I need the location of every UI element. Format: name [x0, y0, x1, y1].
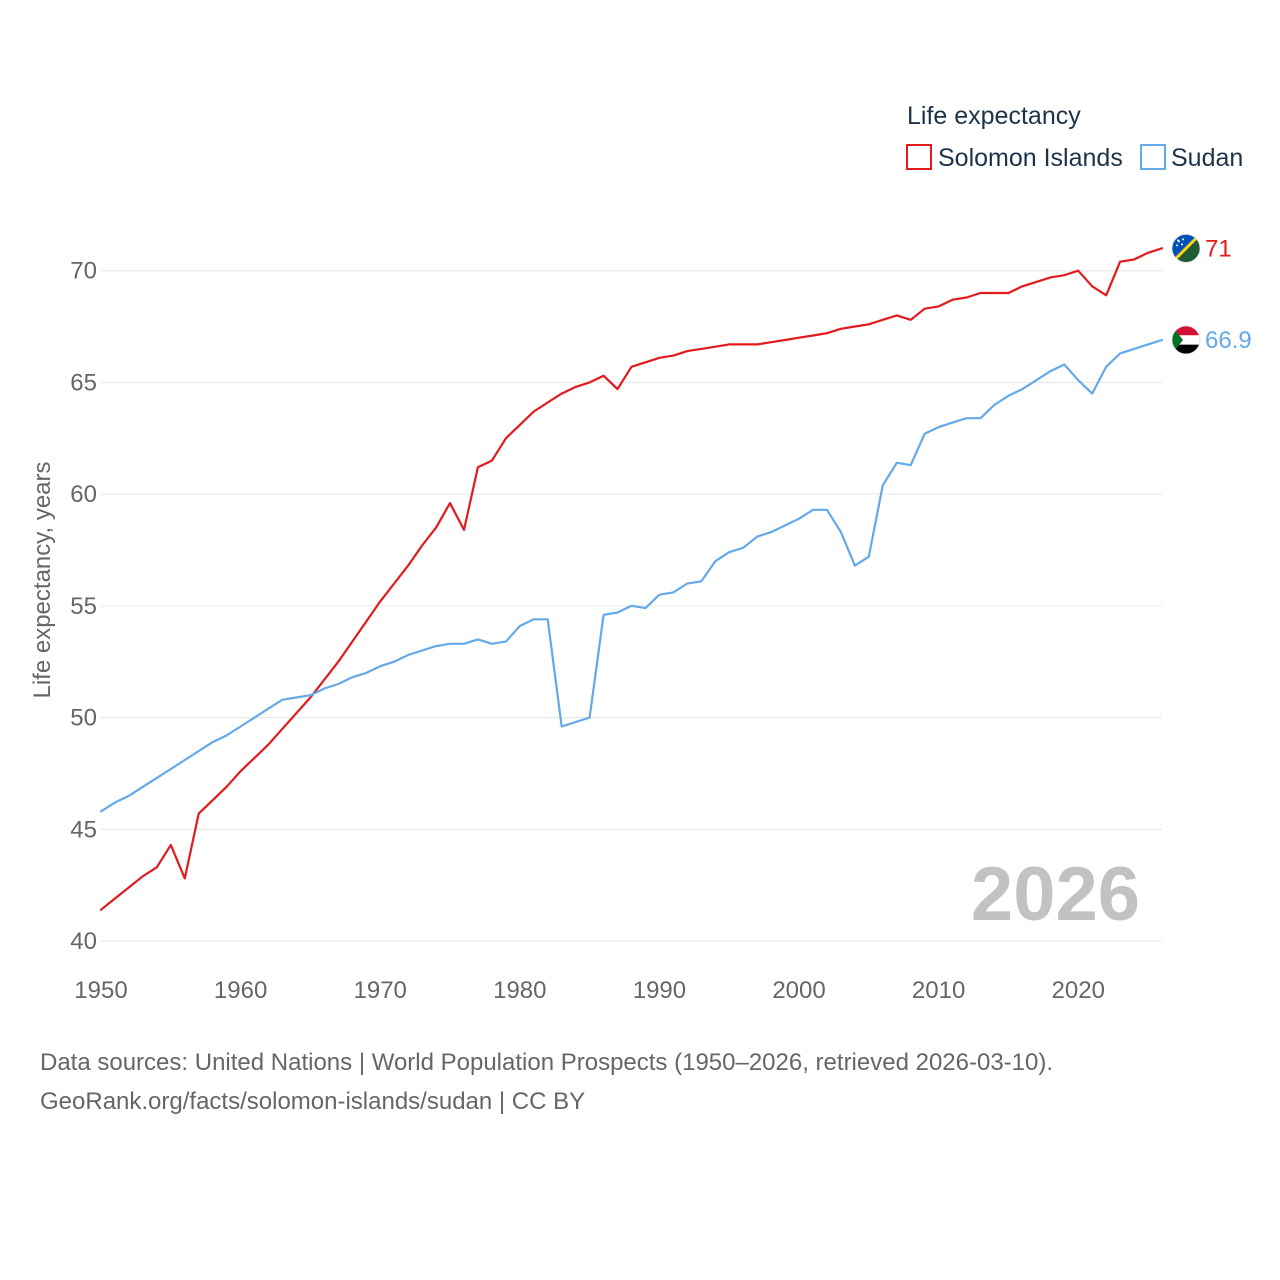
series-line-solomon-islands	[99, 247, 1164, 911]
sudan-flag-icon	[1171, 325, 1201, 355]
source-note: Data sources: United Nations | World Pop…	[40, 1043, 1240, 1121]
legend-title: Life expectancy	[907, 102, 1081, 130]
x-tick-label: 1950	[74, 977, 127, 1004]
source-line-2: GeoRank.org/facts/solomon-islands/sudan …	[40, 1088, 586, 1115]
end-value-label: 66.9	[1205, 327, 1252, 354]
series-line-sudan	[99, 338, 1164, 813]
y-tick-label: 65	[70, 369, 97, 396]
legend-item-sudan[interactable]: Sudan	[1140, 144, 1243, 172]
y-axis-label: Life expectancy, years	[29, 461, 56, 698]
x-tick-label: 1980	[493, 977, 546, 1004]
y-tick-label: 70	[70, 258, 97, 285]
legend-item-solomon-islands[interactable]: Solomon Islands	[906, 144, 1123, 172]
source-line-1: Data sources: United Nations | World Pop…	[40, 1049, 1054, 1076]
life-expectancy-chart: 40 45 50 55 60 65 70 1950 1960 1970 1980 1990 2000 2…	[29, 102, 1252, 1004]
y-tick-label: 60	[70, 481, 97, 508]
y-axis-ticks: 40 45 50 55 60 65 70	[70, 258, 97, 955]
x-tick-label: 1960	[214, 977, 267, 1004]
series-lines	[99, 247, 1164, 911]
x-tick-label: 2000	[772, 977, 825, 1004]
x-axis-ticks: 1950 1960 1970 1980 1990 2000 2010 2020	[74, 977, 1105, 1004]
y-tick-label: 45	[70, 816, 97, 843]
legend-label-solomon-islands: Solomon Islands	[938, 144, 1123, 172]
current-year-label: 2026	[971, 852, 1140, 937]
x-tick-label: 2020	[1052, 977, 1105, 1004]
y-tick-label: 55	[70, 593, 97, 620]
x-tick-label: 1990	[633, 977, 686, 1004]
y-tick-label: 50	[70, 705, 97, 732]
y-tick-label: 40	[70, 928, 97, 955]
legend: Life expectancy Solomon Islands Sudan	[906, 102, 1243, 172]
x-tick-label: 1970	[354, 977, 407, 1004]
legend-swatch-sudan	[1140, 144, 1166, 170]
end-value-label: 71	[1205, 235, 1232, 262]
legend-label-sudan: Sudan	[1171, 144, 1243, 172]
grid-lines	[101, 270, 1162, 942]
solomon-islands-flag-icon	[1171, 233, 1201, 263]
series-end-labels: 71 66.9	[1171, 233, 1252, 355]
x-tick-label: 2010	[912, 977, 965, 1004]
legend-swatch-solomon-islands	[906, 144, 932, 170]
